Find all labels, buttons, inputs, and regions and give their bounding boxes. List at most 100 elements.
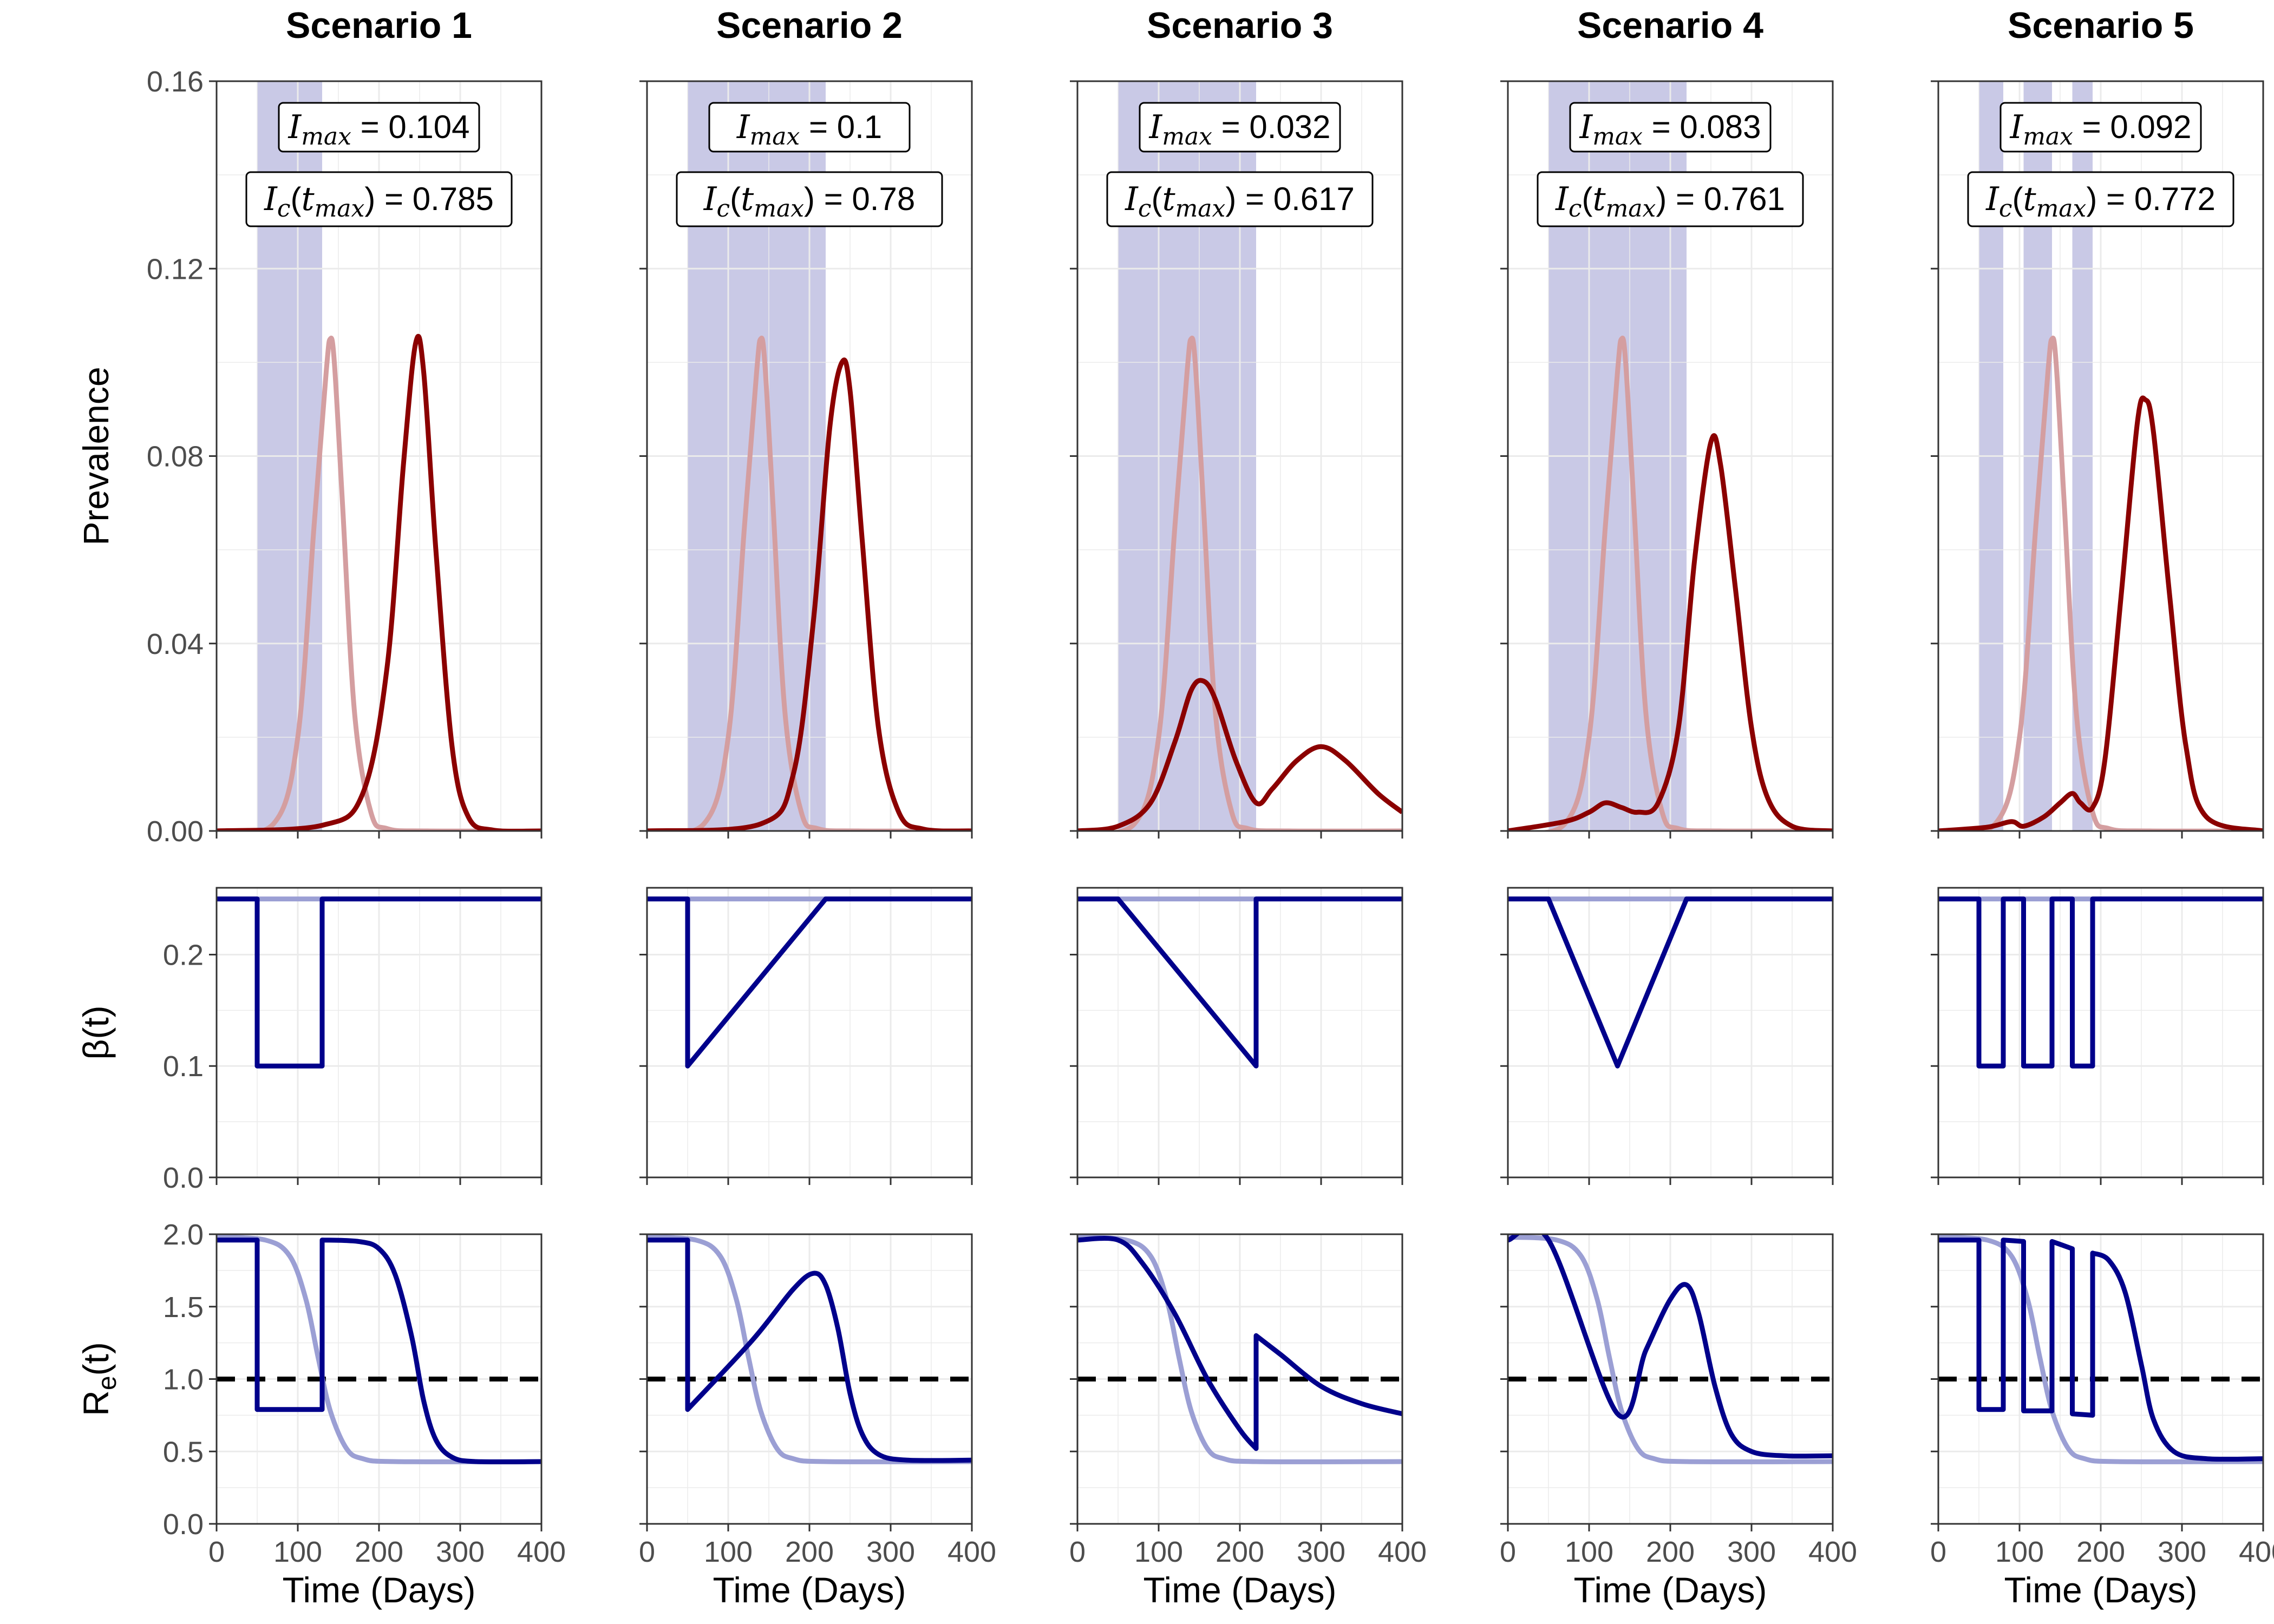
annotation-i-max: Imax = 0.032 <box>1139 102 1341 153</box>
x-axis-title: Time (Days) <box>713 1570 906 1610</box>
scenario-series-line <box>1938 896 2263 1069</box>
x-tick-label: 200 <box>785 1536 834 1568</box>
y-tick-label: 0.16 <box>147 66 204 98</box>
baseline-series-line <box>1938 336 2263 831</box>
scenario-series-line <box>647 1237 972 1463</box>
svg-text:Ic(tmax) = 0.617: Ic(tmax) = 0.617 <box>1125 180 1355 222</box>
panel-re-scenario-5: 0 100 200 300 400 <box>1930 1233 2274 1568</box>
panel-beta-scenario-5 <box>1931 887 2264 1185</box>
x-tick-label: 400 <box>1808 1536 1857 1568</box>
scenario-series-line <box>647 357 972 831</box>
x-axis-title: Time (Days) <box>1574 1570 1767 1610</box>
baseline-series-line <box>1508 336 1833 831</box>
scenario-series-line <box>217 333 541 831</box>
annotation-i-c-t-max: Ic(tmax) = 0.78 <box>676 171 943 227</box>
y-tick-label: 1.0 <box>163 1364 204 1396</box>
y-tick-label: 0.5 <box>163 1436 204 1468</box>
x-tick-label: 400 <box>948 1536 996 1568</box>
y-tick-label: 0.0 <box>163 1162 204 1194</box>
scenario-series-line <box>1508 896 1833 1069</box>
scenario-series-line <box>1508 433 1833 831</box>
scenario-series-line <box>1077 1236 1402 1451</box>
x-tick-label: 0 <box>639 1536 655 1568</box>
panel-re-scenario-4: 0 100 200 300 400 <box>1500 1233 1857 1568</box>
svg-text:Imax = 0.092: Imax = 0.092 <box>2009 108 2191 150</box>
scenario-series-line <box>647 896 972 1069</box>
svg-text:Ic(tmax) = 0.78: Ic(tmax) = 0.78 <box>703 180 915 222</box>
baseline-series-line <box>1508 1234 1833 1464</box>
x-tick-label: 0 <box>1500 1536 1516 1568</box>
y-tick-label: 1.5 <box>163 1291 204 1324</box>
svg-text:Ic(tmax) = 0.772: Ic(tmax) = 0.772 <box>1985 180 2216 222</box>
svg-text:Ic(tmax) = 0.761: Ic(tmax) = 0.761 <box>1555 180 1785 222</box>
x-tick-label: 300 <box>866 1536 915 1568</box>
svg-text:Imax = 0.083: Imax = 0.083 <box>1579 108 1761 150</box>
panel-prevalence-scenario-3: Imax = 0.032 Ic(tmax) = 0.617 <box>1070 80 1403 839</box>
annotation-i-c-t-max: Ic(tmax) = 0.761 <box>1537 171 1804 227</box>
scenario-series-line <box>1938 1237 2263 1462</box>
x-axis-title: Time (Days) <box>283 1570 476 1610</box>
scenario-title-2: Scenario 2 <box>716 5 903 46</box>
panel-prevalence-scenario-5: Imax = 0.092 Ic(tmax) = 0.772 <box>1931 80 2264 839</box>
baseline-series-line <box>1077 336 1402 831</box>
annotation-i-max: Imax = 0.092 <box>1999 102 2202 153</box>
x-tick-label: 300 <box>1297 1536 1345 1568</box>
svg-text:Imax = 0.032: Imax = 0.032 <box>1148 108 1330 150</box>
annotation-i-max: Imax = 0.104 <box>278 102 480 153</box>
baseline-series-line <box>1077 1234 1402 1464</box>
x-tick-label: 400 <box>517 1536 566 1568</box>
panel-beta-scenario-1: 0.0 0.1 0.2 <box>163 887 543 1194</box>
x-axis-title: Time (Days) <box>2004 1570 2198 1610</box>
scenario-title-5: Scenario 5 <box>2008 5 2194 46</box>
x-axis-title: Time (Days) <box>1143 1570 1337 1610</box>
svg-text:Imax = 0.104: Imax = 0.104 <box>287 108 469 150</box>
annotation-i-c-t-max: Ic(tmax) = 0.772 <box>1967 171 2234 227</box>
y-tick-label: 0.0 <box>163 1508 204 1541</box>
x-tick-label: 200 <box>1646 1536 1695 1568</box>
y-tick-label: 0.1 <box>163 1050 204 1083</box>
annotation-i-max: Imax = 0.1 <box>708 102 911 153</box>
scenario-title-3: Scenario 3 <box>1147 5 1333 46</box>
scenario-series-line <box>217 896 541 1069</box>
x-tick-label: 200 <box>2076 1536 2125 1568</box>
x-tick-label: 200 <box>355 1536 403 1568</box>
svg-text:Ic(tmax) = 0.785: Ic(tmax) = 0.785 <box>264 180 494 222</box>
x-tick-label: 100 <box>704 1536 753 1568</box>
x-tick-label: 300 <box>436 1536 485 1568</box>
panel-re-scenario-3: 0 100 200 300 400 <box>1069 1233 1427 1568</box>
panel-beta-scenario-2 <box>639 887 973 1185</box>
x-tick-label: 100 <box>273 1536 322 1568</box>
baseline-series-line <box>217 1234 541 1464</box>
panel-beta-scenario-4 <box>1500 887 1834 1185</box>
y-axis-title-beta: β(t) <box>76 1005 116 1059</box>
scenario-series-line <box>1077 896 1402 1069</box>
annotation-i-c-t-max: Ic(tmax) = 0.785 <box>245 171 513 227</box>
baseline-series-line <box>647 1234 972 1464</box>
scenario-series-line <box>1938 395 2263 831</box>
y-tick-label: 0.12 <box>147 253 204 285</box>
x-tick-label: 200 <box>1216 1536 1264 1568</box>
panel-beta-scenario-3 <box>1070 887 1403 1185</box>
x-tick-label: 0 <box>1930 1536 1946 1568</box>
x-tick-label: 0 <box>1069 1536 1086 1568</box>
x-tick-label: 0 <box>208 1536 225 1568</box>
y-tick-label: 0.00 <box>147 815 204 848</box>
y-tick-label: 0.2 <box>163 939 204 971</box>
scenario-title-4: Scenario 4 <box>1577 5 1763 46</box>
annotation-i-max: Imax = 0.083 <box>1569 102 1772 153</box>
scenario-series-line <box>217 1237 541 1465</box>
x-tick-label: 100 <box>1134 1536 1183 1568</box>
y-tick-label: 0.04 <box>147 628 204 660</box>
baseline-series-line <box>217 336 541 831</box>
y-tick-label: 0.08 <box>147 441 204 473</box>
scenario-series-line <box>1508 1234 1833 1459</box>
panel-prevalence-scenario-1: 0.00 0.04 0.08 0.12 0.16 Imax = 0.104 Ic(tmax)… <box>147 66 543 848</box>
x-tick-label: 100 <box>1565 1536 1613 1568</box>
x-tick-label: 100 <box>1995 1536 2044 1568</box>
annotation-i-c-t-max: Ic(tmax) = 0.617 <box>1106 171 1374 227</box>
y-axis-title-prevalence: Prevalence <box>76 366 116 545</box>
panel-prevalence-scenario-2: Imax = 0.1 Ic(tmax) = 0.78 <box>639 80 973 839</box>
y-axis-title-re: Re(t) <box>76 1342 122 1416</box>
x-tick-label: 400 <box>2239 1536 2274 1568</box>
